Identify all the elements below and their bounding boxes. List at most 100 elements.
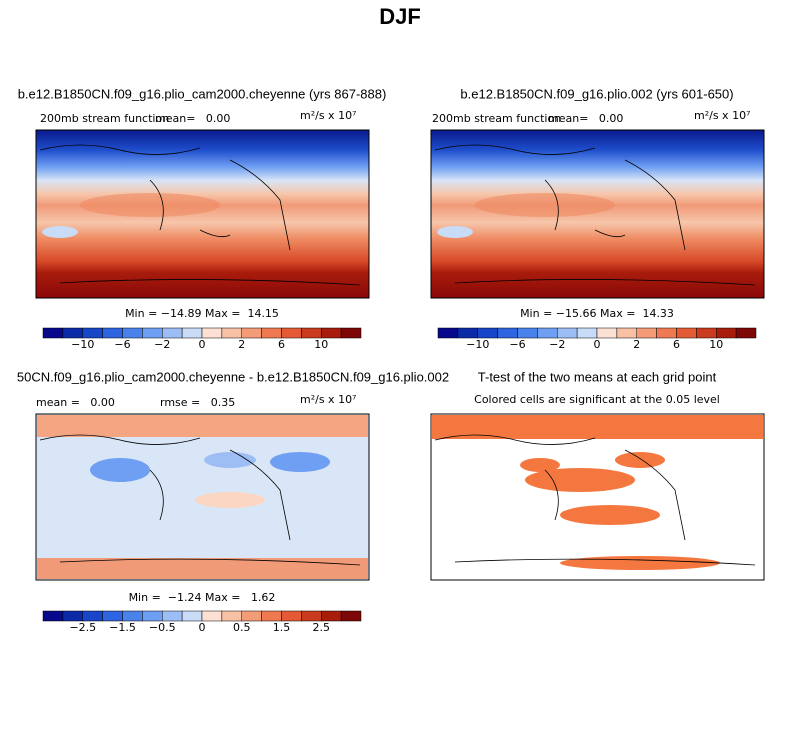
colorbar-box <box>241 610 262 622</box>
colorbar-label: 10 <box>314 338 328 351</box>
figure-title: DJF <box>379 4 421 29</box>
panel: b.e12.B1850CN.f09_g16.plio.002 (yrs 601-… <box>430 86 765 351</box>
map <box>430 129 765 299</box>
coastline <box>434 434 756 566</box>
map-feature <box>525 468 635 492</box>
colorbar-label: −10 <box>466 338 489 351</box>
colorbar-box <box>62 327 83 339</box>
colorbar-box <box>477 327 498 339</box>
colorbar-label: 6 <box>673 338 680 351</box>
map-feature <box>437 226 473 238</box>
panel-subtitle: Colored cells are significant at the 0.0… <box>474 393 720 406</box>
colorbar-box <box>82 327 103 339</box>
colorbar-label: −2.5 <box>69 621 96 634</box>
colorbar-label: −2 <box>154 338 170 351</box>
panel-label: mean= 0.00 <box>155 112 230 125</box>
units: m²/s x 10⁷ <box>300 393 356 406</box>
map-feature <box>270 452 330 472</box>
colorbar-box <box>42 610 64 622</box>
colorbar-box <box>181 610 203 622</box>
colorbar-label: 0 <box>199 621 206 634</box>
map-feature <box>42 226 78 238</box>
colorbar-box <box>636 327 657 339</box>
colorbar-box <box>696 327 717 339</box>
colorbar-box <box>340 610 362 622</box>
colorbar-box <box>201 327 223 339</box>
colorbar-box <box>676 327 697 339</box>
map-feature <box>80 193 220 217</box>
colorbar-box <box>261 610 282 622</box>
colorbar-label: −1.5 <box>109 621 136 634</box>
colorbar-box <box>62 610 83 622</box>
colorbar-box <box>122 327 143 339</box>
panel-label: mean= 0.00 <box>548 112 623 125</box>
colorbar-label: 2 <box>633 338 640 351</box>
colorbar-label: −10 <box>71 338 94 351</box>
panel-label: 200mb stream function <box>432 112 561 125</box>
colorbar-label: 0 <box>594 338 601 351</box>
panel-label: 200mb stream function <box>40 112 169 125</box>
colorbar-label: −6 <box>509 338 525 351</box>
colorbar-label: 10 <box>709 338 723 351</box>
colorbar: −10 −6 −2 0 2 6 10 <box>42 327 362 351</box>
colorbar-box <box>102 610 123 622</box>
map-feature <box>37 558 368 579</box>
colorbar-label: −0.5 <box>149 621 176 634</box>
stats: Min = −1.24 Max = 1.62 <box>129 591 276 604</box>
colorbar-box <box>457 327 478 339</box>
stats: Min = −15.66 Max = 14.33 <box>520 307 674 320</box>
colorbar: −10 −6 −2 0 2 6 10 <box>437 327 757 351</box>
colorbar-box <box>576 327 598 339</box>
map-feature <box>204 452 256 468</box>
colorbar-box <box>221 327 242 339</box>
panel-label: rmse = 0.35 <box>160 396 235 409</box>
panel-label: mean = 0.00 <box>36 396 115 409</box>
colorbar-box <box>735 327 757 339</box>
colorbar-box <box>596 327 618 339</box>
colorbar-box <box>142 327 163 339</box>
units: m²/s x 10⁷ <box>300 109 356 122</box>
colorbar-box <box>716 327 737 339</box>
colorbar-box <box>261 327 282 339</box>
map-feature <box>37 415 368 437</box>
panel-title: b.e12.B1850CN.f09_g16.plio.002 (yrs 601-… <box>460 86 733 101</box>
panel-title: 50CN.f09_g16.plio_cam2000.cheyenne - b.e… <box>17 369 449 384</box>
colorbar-box <box>241 327 262 339</box>
colorbar-label: 1.5 <box>273 621 291 634</box>
map-feature <box>90 458 150 482</box>
units: m²/s x 10⁷ <box>694 109 750 122</box>
panel-title: T-test of the two means at each grid poi… <box>478 369 717 384</box>
colorbar-box <box>301 610 322 622</box>
colorbar-box <box>281 327 302 339</box>
colorbar-label: 0 <box>199 338 206 351</box>
coastline <box>39 434 361 566</box>
map-feature <box>520 458 560 472</box>
panel-title: b.e12.B1850CN.f09_g16.plio_cam2000.cheye… <box>18 86 387 101</box>
colorbar-box <box>497 327 518 339</box>
colorbar-box <box>162 327 183 339</box>
map <box>430 413 765 581</box>
colorbar-box <box>162 610 183 622</box>
map-feature <box>195 492 265 508</box>
colorbar-box <box>517 327 538 339</box>
colorbar-label: 6 <box>278 338 285 351</box>
map-feature <box>560 505 660 525</box>
colorbar-box <box>301 327 322 339</box>
coastline <box>434 144 756 286</box>
colorbar-box <box>142 610 163 622</box>
map <box>35 129 370 299</box>
colorbar-box <box>122 610 143 622</box>
colorbar-box <box>537 327 558 339</box>
colorbar-label: −2 <box>549 338 565 351</box>
colorbar-label: 2.5 <box>313 621 331 634</box>
colorbar-box <box>221 610 242 622</box>
colorbar-box <box>321 327 342 339</box>
colorbar-box <box>656 327 677 339</box>
map-feature <box>560 556 720 570</box>
colorbar-box <box>201 610 223 622</box>
map-feature <box>432 415 763 439</box>
colorbar-box <box>181 327 203 339</box>
